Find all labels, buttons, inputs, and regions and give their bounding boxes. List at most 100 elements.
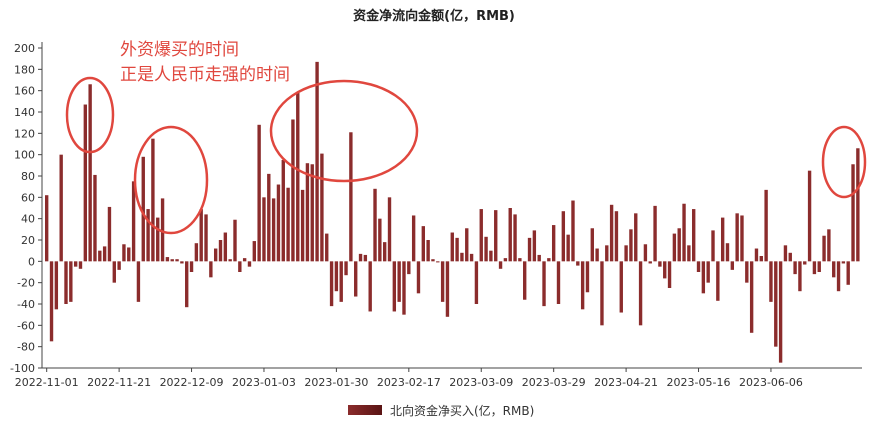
bar <box>382 242 387 262</box>
bar <box>807 170 812 262</box>
bar <box>281 160 285 262</box>
x-tick-label: 2022-11-21 <box>87 376 151 389</box>
bar <box>484 236 488 262</box>
bar <box>392 261 397 312</box>
bar <box>643 244 648 262</box>
bar <box>455 237 459 262</box>
bar <box>479 209 483 262</box>
bar <box>513 214 517 262</box>
bar <box>267 173 271 262</box>
bar <box>812 261 817 275</box>
bar <box>576 261 580 266</box>
bar <box>450 232 454 262</box>
bar <box>151 138 155 262</box>
bar <box>189 261 194 272</box>
bar <box>59 154 63 262</box>
bar <box>252 241 256 262</box>
x-tick-label: 2023-01-03 <box>232 376 296 389</box>
bar <box>73 261 78 267</box>
bar <box>460 252 464 262</box>
bar <box>262 197 266 262</box>
bar <box>740 215 744 262</box>
bar <box>436 261 440 263</box>
bar <box>421 226 425 262</box>
y-tick-label: 100 <box>14 149 35 162</box>
bar <box>561 211 566 262</box>
bar <box>745 261 749 283</box>
bar <box>846 261 850 285</box>
bar <box>822 235 826 262</box>
bar <box>571 200 575 262</box>
bar <box>88 84 92 262</box>
bar <box>238 261 242 272</box>
y-tick-label: 80 <box>21 170 35 183</box>
bar <box>112 261 116 283</box>
bar <box>692 209 696 262</box>
bar <box>465 228 469 262</box>
bar <box>397 261 401 302</box>
bar <box>832 261 836 278</box>
bar <box>136 261 141 302</box>
y-tick-label: -20 <box>17 277 35 290</box>
bar <box>817 261 821 272</box>
bar <box>720 217 725 262</box>
bar <box>358 253 363 262</box>
bar <box>165 257 170 262</box>
annotation: 外资爆买的时间 正是人民币走强的时间 <box>120 40 290 85</box>
bar <box>431 259 435 262</box>
x-tick-label: 2023-05-16 <box>667 376 731 389</box>
bar <box>798 261 802 292</box>
bar <box>735 213 739 262</box>
bar <box>146 209 150 262</box>
bar <box>170 259 174 262</box>
bar <box>856 148 860 262</box>
x-axis: 2022-11-01 2022-11-21 2022-12-09 2023-01-03… <box>15 367 862 389</box>
bar <box>344 261 348 276</box>
highlight-circles <box>65 76 867 235</box>
bar <box>527 237 532 262</box>
bar <box>180 261 184 264</box>
bar <box>175 259 179 262</box>
annotation-line-1: 外资爆买的时间 <box>120 40 239 60</box>
bar <box>334 261 339 292</box>
bar <box>411 215 416 262</box>
bar <box>300 189 305 262</box>
bar <box>402 261 406 315</box>
bar <box>638 261 643 326</box>
bar <box>793 261 797 275</box>
bar <box>160 198 165 262</box>
bar <box>778 261 783 363</box>
bar <box>93 174 97 262</box>
y-tick-label: 0 <box>28 255 35 268</box>
bar <box>310 164 314 262</box>
y-tick-label: -40 <box>17 298 35 311</box>
bar <box>749 261 754 333</box>
y-tick-label: 20 <box>21 234 35 247</box>
bar <box>725 243 730 262</box>
bar <box>605 245 609 262</box>
bar <box>209 261 213 278</box>
bar <box>600 261 604 326</box>
bar <box>354 261 358 297</box>
bar <box>648 261 652 264</box>
y-tick-label: 120 <box>14 127 35 140</box>
bar <box>407 261 411 275</box>
y-axis: 200180160140120100806040200-20-40-60-80-… <box>10 42 43 375</box>
bar <box>98 250 102 262</box>
bar <box>117 261 121 270</box>
bar <box>127 247 131 262</box>
bar <box>489 250 493 262</box>
bar <box>609 204 614 262</box>
bar <box>494 210 498 262</box>
bar <box>368 261 372 312</box>
bar <box>257 124 261 262</box>
bar <box>325 233 329 262</box>
bar <box>759 256 763 262</box>
bar <box>64 261 68 304</box>
bar <box>469 253 474 262</box>
bar <box>363 254 368 262</box>
bar <box>590 228 594 262</box>
bar <box>242 258 247 262</box>
y-tick-label: 60 <box>21 191 35 204</box>
bar <box>141 156 145 262</box>
